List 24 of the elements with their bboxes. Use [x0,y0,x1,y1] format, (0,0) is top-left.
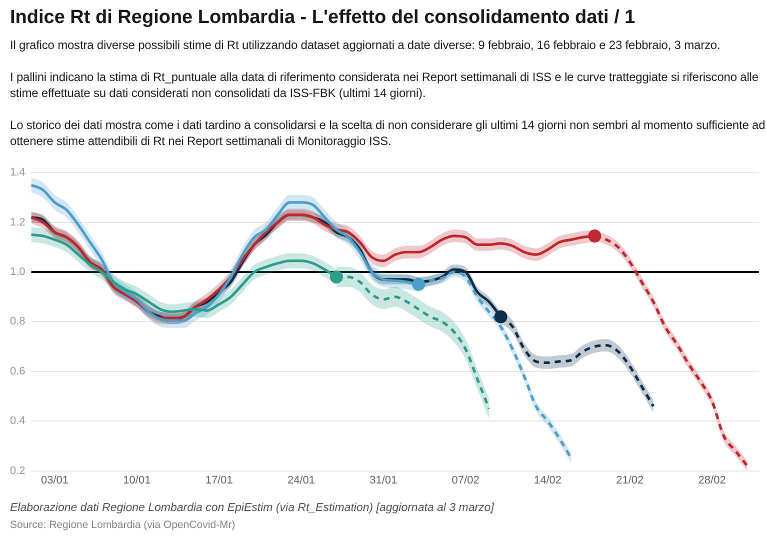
point [330,270,343,284]
x-tick-label: 17/01 [205,474,233,486]
y-tick-label: 1.4 [10,166,26,179]
x-tick-label: 07/02 [452,474,480,486]
y-tick-label: 0.4 [10,415,26,428]
text: Elaborazione dati Regione Lombardia con EpiEstim (via Rt_Estimation) [aggiornata al 3 marzo] [10,502,494,514]
y-tick-label: 0.2 [10,464,26,477]
source-note: Source: Regione Lombardia (via OpenCovid-Mr) [10,519,236,531]
x-tick-label: 28/02 [698,474,726,486]
y-tick-label: 0.6 [10,365,26,378]
x-tick-label: 31/01 [370,474,398,486]
chart-title: Indice Rt di Regione Lombardia - L'effetto del consolidamento dati / 1 [10,7,636,29]
x-tick-label: 03/01 [41,474,69,486]
x-tick-label: 14/02 [534,474,562,486]
text: Il grafico mostra diverse possibili stime di Rt utilizzando dataset aggiornati a date diverse: 9 febbraio, 16 febbraio e 23 febbraio, 3 marzo. I pallini indicano la stima di Rt_puntuale alla data di riferimento considerata nei Report settimanali di ISS e le curve tratteggiate si riferiscono alle stime effettuate su dati considerati non consolidati da ISS-FBK (ultimi 14 giorni). Lo storico dei dati mostra come i dati tardino a consolidarsi e la scelta di non considerare gli ultimi 14 giorni non sembri al momento sufficiente ad ottenere stime attendibili di Rt nei Report settimanali di Monitoraggio ISS. [10,38,766,148]
y-tick-label: 1.0 [10,266,26,278]
x-tick-label: 21/02 [616,474,644,486]
x-tick-label: 10/01 [123,474,151,486]
point [588,229,602,242]
point [412,278,426,291]
point [494,310,508,324]
y-tick-label: 1.2 [10,216,26,228]
x-tick-label: 24/01 [287,474,316,486]
y-tick-label: 0.8 [10,316,26,328]
